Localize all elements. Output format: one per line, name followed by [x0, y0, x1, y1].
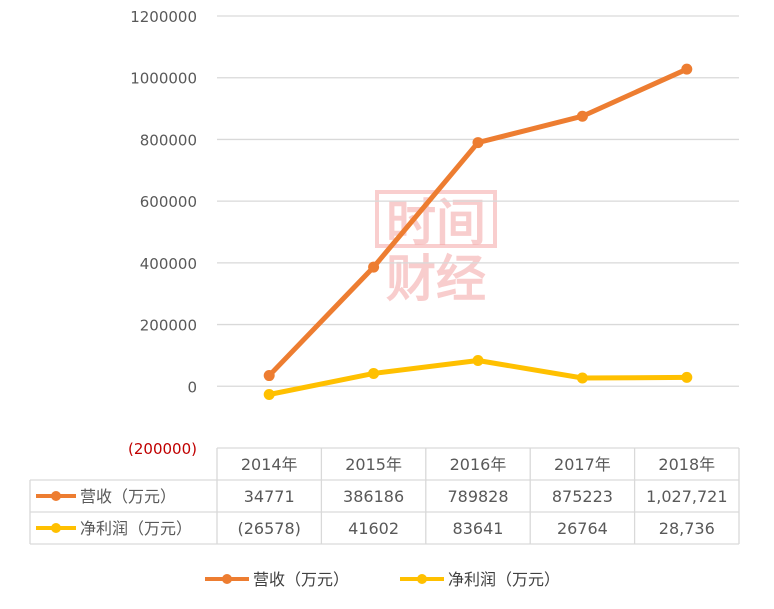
y-tick-label: (200000): [128, 440, 197, 458]
x-tick-label: 2016年: [450, 455, 507, 474]
table-cell-value: 34771: [244, 487, 295, 506]
table-series-key-marker: [51, 523, 61, 533]
y-tick-label: 200000: [140, 317, 197, 335]
table-cell-value: (26578): [238, 519, 301, 538]
data-point: [681, 63, 693, 75]
table-cell-value: 386186: [343, 487, 404, 506]
legend-key-marker: [417, 574, 427, 584]
data-point: [263, 370, 275, 382]
watermark-line1: 时间: [386, 194, 486, 252]
y-tick-label: 1000000: [130, 70, 197, 88]
x-tick-label: 2017年: [554, 455, 611, 474]
y-tick-label: 600000: [140, 193, 197, 211]
legend: 营收（万元） 净利润（万元）: [205, 570, 560, 589]
table-cell-value: 875223: [552, 487, 613, 506]
data-point: [263, 388, 275, 400]
x-tick-label: 2018年: [658, 455, 715, 474]
x-tick-label: 2015年: [345, 455, 402, 474]
y-tick-label: 400000: [140, 255, 197, 273]
data-point: [576, 372, 588, 384]
y-tick-label: 1200000: [130, 8, 197, 26]
watermark-line2: 财经: [386, 250, 486, 308]
table-cell-value: 83641: [453, 519, 504, 538]
table-series-name: 营收（万元）: [80, 487, 176, 506]
data-point: [368, 367, 380, 379]
watermark-logo: 时间 财经: [375, 190, 497, 308]
data-point: [681, 371, 693, 383]
y-tick-label: 800000: [140, 131, 197, 149]
data-point: [472, 137, 484, 149]
series-lines: [263, 63, 693, 400]
y-tick-label: 0: [187, 378, 197, 396]
data-point: [368, 261, 380, 273]
legend-label: 营收（万元）: [253, 570, 349, 589]
y-axis: 1200000 1000000 800000 600000 400000 200000 0 (…: [128, 8, 197, 458]
x-tick-label: 2014年: [241, 455, 298, 474]
table-cell-value: 789828: [447, 487, 508, 506]
table-cell-value: 1,027,721: [646, 487, 727, 506]
data-point: [472, 354, 484, 366]
table-cell-value: 41602: [348, 519, 399, 538]
data-point: [576, 110, 588, 122]
grid-lines: [217, 15, 739, 387]
table-cell-value: 28,736: [659, 519, 715, 538]
table-cell-value: 26764: [557, 519, 608, 538]
table-series-key-marker: [51, 491, 61, 501]
table-series-name: 净利润（万元）: [80, 519, 192, 538]
legend-key-marker: [222, 574, 232, 584]
legend-label: 净利润（万元）: [448, 570, 560, 589]
